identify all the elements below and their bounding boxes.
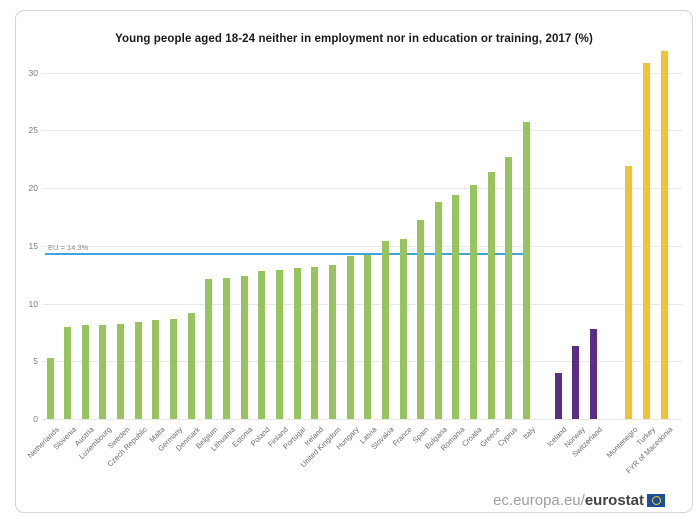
y-tick-label-5: 5 (33, 356, 38, 367)
bar-montenegro (625, 166, 633, 419)
eu-reference-label: EU = 14.3% (48, 242, 89, 252)
bar-germany (170, 318, 178, 419)
bar-austria (81, 325, 89, 419)
y-tick-label-30: 30 (28, 67, 38, 78)
bar-bulgaria (434, 201, 442, 419)
eu-flag-icon (647, 494, 665, 507)
bar-luxembourg (99, 325, 107, 419)
x-label-france: France (390, 425, 414, 448)
bar-portugal (293, 267, 301, 419)
gridline-10 (42, 303, 682, 305)
bar-croatia (470, 184, 478, 419)
gridline-25 (42, 130, 682, 132)
eu-reference-line (45, 252, 530, 255)
footer-url-prefix: ec.europa.eu/ (493, 492, 585, 509)
bar-denmark (187, 312, 195, 419)
gridline-15 (42, 245, 682, 247)
bar-spain (417, 220, 425, 419)
bar-cyprus (505, 156, 513, 419)
bar-united-kingdom (328, 265, 336, 419)
bar-czech-republic (134, 321, 142, 419)
bar-turkey (643, 63, 651, 419)
bar-fyr-of-macedonia (660, 50, 668, 419)
bar-slovakia (381, 241, 389, 419)
bar-norway (572, 346, 580, 419)
bar-switzerland (590, 328, 598, 419)
x-label-italy: Italy (520, 425, 537, 442)
gridline-20 (42, 188, 682, 189)
gridline-30 (42, 72, 682, 74)
gridline-0 (42, 419, 682, 420)
bar-netherlands (46, 357, 54, 419)
footer-attribution: ec.europa.eu/eurostat (493, 492, 665, 509)
chart-title: Young people aged 18-24 neither in emplo… (115, 33, 593, 45)
bar-malta (152, 319, 160, 419)
bar-estonia (240, 275, 248, 419)
bar-poland (258, 271, 266, 419)
bar-latvia (364, 254, 372, 419)
bar-hungary (346, 256, 354, 419)
bar-lithuania (223, 278, 230, 419)
gridline-5 (42, 361, 682, 363)
bar-belgium (205, 279, 213, 419)
y-tick-label-25: 25 (28, 125, 38, 136)
y-tick-label-20: 20 (28, 183, 38, 193)
bar-sweden (117, 324, 125, 419)
bar-france (399, 238, 407, 419)
y-tick-label-0: 0 (33, 414, 38, 424)
y-tick-label-15: 15 (28, 240, 38, 251)
bar-iceland (554, 372, 562, 419)
bar-ireland (311, 266, 319, 419)
bar-finland (275, 270, 283, 419)
bar-romania (452, 194, 460, 419)
chart-card: Young people aged 18-24 neither in emplo… (15, 10, 693, 513)
bar-slovenia (64, 326, 72, 419)
x-label-montenegro: Montenegro (604, 425, 640, 460)
footer-brand: eurostat (584, 492, 644, 509)
bar-italy (523, 122, 531, 419)
bar-greece (487, 171, 495, 419)
y-tick-label-10: 10 (28, 298, 38, 309)
